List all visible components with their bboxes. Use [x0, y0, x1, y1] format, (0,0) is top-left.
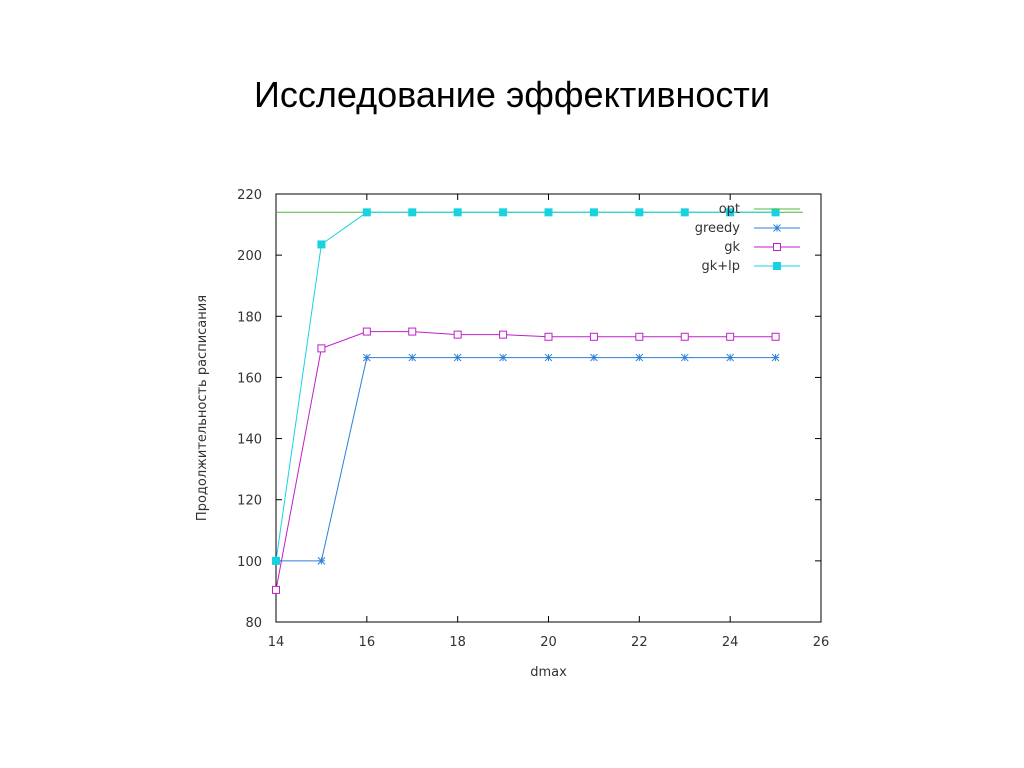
series-line — [275, 331, 776, 590]
star-mark-d2 — [408, 353, 417, 362]
legend-marker — [773, 262, 781, 270]
x-tick-label: 24 — [722, 635, 739, 650]
data-point — [680, 353, 689, 362]
data-point — [272, 556, 280, 565]
data-point — [680, 332, 689, 341]
data-point — [635, 208, 644, 217]
star-mark-d2 — [773, 224, 781, 232]
data-point — [408, 353, 417, 362]
data-point — [317, 240, 326, 249]
data-point — [635, 353, 644, 362]
star-mark-d2 — [544, 353, 553, 362]
y-tick-label: 220 — [237, 188, 262, 203]
data-point — [771, 332, 780, 341]
y-tick-label: 120 — [237, 494, 262, 509]
data-point — [590, 353, 598, 362]
x-tick-label: 22 — [631, 635, 648, 650]
data-point — [635, 332, 644, 341]
data-point — [726, 332, 735, 341]
star-mark-d2 — [499, 353, 507, 362]
y-tick-label: 180 — [237, 310, 262, 325]
x-tick-label: 16 — [359, 635, 376, 650]
data-point — [771, 353, 780, 362]
y-tick-label: 80 — [245, 616, 262, 631]
legend-item: greedy — [695, 221, 800, 236]
data-point — [362, 208, 371, 217]
y-tick-label: 140 — [237, 433, 262, 448]
slide-title: Исследование эффективности — [254, 74, 770, 115]
data-point — [317, 344, 326, 353]
y-axis-label: Продолжительность расписания — [195, 295, 210, 521]
star-mark-d2 — [726, 353, 735, 362]
series-gk — [272, 327, 780, 594]
data-point — [272, 585, 280, 594]
x-tick-label: 20 — [540, 635, 557, 650]
legend-label: greedy — [695, 221, 741, 236]
star-mark-d2 — [680, 353, 689, 362]
data-point — [408, 208, 417, 217]
series-layer — [272, 208, 803, 594]
data-point — [544, 353, 553, 362]
series-line — [275, 211, 776, 561]
x-axis-label: dmax — [530, 665, 567, 680]
data-point — [453, 353, 462, 362]
legend-marker — [773, 224, 781, 232]
legend-item: gk — [724, 240, 800, 255]
legend: opt greedy gk gk+lp — [695, 202, 800, 274]
data-point — [362, 327, 371, 336]
legend-label: gk — [724, 240, 740, 255]
legend-item: gk+lp — [701, 259, 800, 274]
legend-marker — [773, 243, 781, 251]
axes: 14 16 18 20 22 24 26 80 100 120 140 160 180 200 220 — [237, 188, 829, 650]
data-point — [499, 330, 508, 339]
data-point — [499, 208, 508, 217]
legend-label: gk+lp — [701, 259, 740, 274]
data-point — [499, 353, 507, 362]
star-mark-d2 — [453, 353, 462, 362]
star-mark-d2 — [317, 557, 326, 565]
series-gk-lp — [272, 208, 780, 565]
x-tick-label: 26 — [813, 635, 830, 650]
data-point — [408, 327, 417, 336]
data-point — [544, 332, 553, 341]
data-point — [771, 208, 780, 217]
legend-item: opt — [719, 202, 800, 217]
y-tick-label: 100 — [237, 555, 262, 570]
y-tick-label: 160 — [237, 371, 262, 386]
y-tick-label: 200 — [237, 249, 262, 264]
data-point — [362, 353, 371, 362]
star-mark-d2 — [635, 353, 644, 362]
star-mark-d2 — [590, 353, 598, 362]
data-point — [589, 332, 598, 341]
data-point — [589, 208, 598, 217]
star-mark-d2 — [771, 353, 780, 362]
data-point — [680, 208, 689, 217]
legend-label: opt — [719, 202, 740, 217]
x-tick-label: 18 — [449, 635, 466, 650]
data-point — [453, 330, 462, 339]
data-point — [726, 208, 735, 217]
data-point — [726, 353, 735, 362]
data-point — [453, 208, 462, 217]
data-point — [317, 557, 326, 565]
series-line — [276, 357, 776, 562]
series-greedy — [272, 353, 780, 565]
data-point — [544, 208, 553, 217]
star-mark-d2 — [362, 353, 371, 362]
x-tick-label: 14 — [268, 635, 285, 650]
